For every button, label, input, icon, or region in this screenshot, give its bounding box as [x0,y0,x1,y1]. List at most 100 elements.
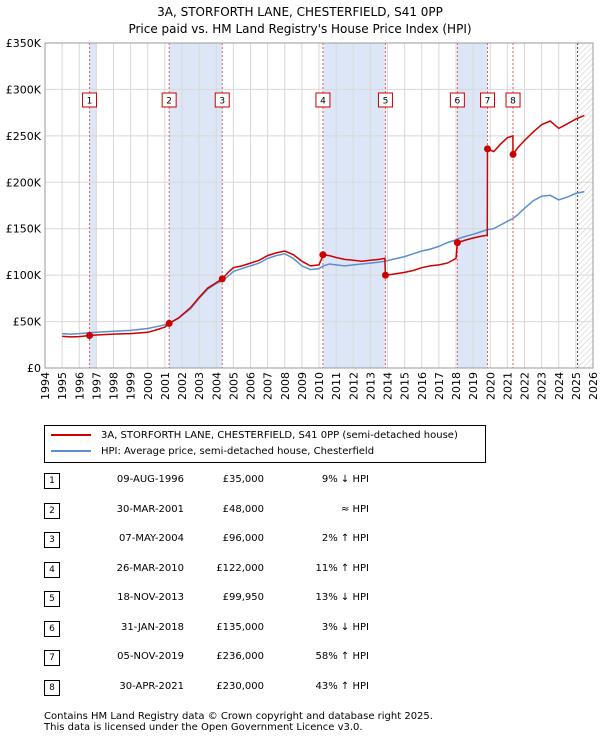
sale-label-text: 7 [485,97,491,107]
x-tick-label: 2008 [279,372,292,400]
sale-number: 6 [44,620,60,637]
x-tick-label: 1995 [56,372,69,400]
x-tick-label: 2002 [176,372,189,400]
sale-hpi-comparison: 43% ↑ HPI [315,680,369,692]
x-tick-label: 1996 [73,372,86,400]
x-tick-label: 2017 [433,372,446,400]
sale-point [509,150,517,158]
sale-price: £35,000 [222,474,264,485]
sale-label-box [161,92,177,108]
x-tick-label: 1998 [108,372,121,400]
sale-label-text: 1 [87,97,93,107]
sale-price: £96,000 [222,533,264,544]
y-tick-label: £200K [6,176,42,189]
price-chart: 1 2 3 4 5 6 7 8 £0 £50K £100K £150K £200K £250K £300K £… [6,37,600,400]
sale-label-box [214,92,230,108]
y-tick-label: £350K [6,37,42,50]
sale-number: 4 [44,561,60,578]
legend: 3A, STORFORTH LANE, CHESTERFIELD, S41 0P… [44,425,486,463]
sale-label-text: 3 [219,97,225,107]
x-tick-label: 2001 [159,372,172,400]
sale-point [319,251,327,259]
sale-price: £99,950 [222,592,264,603]
sale-date: 09-AUG-1996 [116,474,184,485]
footer: Contains HM Land Registry data © Crown c… [44,711,433,733]
y-tick-label: £150K [6,223,42,236]
sale-hpi-comparison: 9% ↓ HPI [321,474,369,485]
footer-line-2: This data is licensed under the Open Gov… [44,722,363,733]
sale-point [484,145,492,153]
sale-label-box [480,92,496,108]
ownership-band [323,43,386,368]
sale-label-text: 8 [510,97,516,107]
x-tick-label: 2012 [347,372,360,400]
sale-row: 2 30-MAR-2001 £48,000 ≈ HPI [44,500,484,520]
legend-label-hpi: HPI: Average price, semi-detached house,… [101,446,375,457]
ownership-band [457,43,488,368]
legend-item-hpi: HPI: Average price, semi-detached house,… [51,444,374,460]
sale-label-text: 2 [166,97,172,107]
legend-swatch-property [51,434,91,436]
sale-hpi-comparison: 13% ↓ HPI [315,592,369,603]
sale-date: 30-MAR-2001 [116,503,184,515]
sale-point [453,239,461,247]
x-tick-label: 1997 [90,372,103,400]
chart-title-main: 3A, STORFORTH LANE, CHESTERFIELD, S41 0P… [157,5,443,19]
x-tick-label: 2026 [587,372,600,400]
sale-point [218,275,226,283]
sale-price: £48,000 [222,503,264,515]
sale-label-text: 6 [455,97,461,107]
sale-hpi-comparison: 2% ↑ HPI [321,533,369,544]
y-tick-label: £50K [13,316,42,329]
sale-label-box [377,92,393,108]
sale-date: 05-NOV-2019 [117,651,184,662]
x-tick-label: 2023 [536,372,549,400]
x-tick-label: 2025 [570,372,583,400]
sale-point [381,271,389,279]
sale-number: 8 [44,679,60,696]
x-tick-label: 2006 [245,372,258,400]
legend-swatch-hpi [51,450,91,452]
x-tick-label: 2011 [330,372,343,400]
chart-subtitle: Price paid vs. HM Land Registry's House … [128,22,472,36]
footer-line-1: Contains HM Land Registry data © Crown c… [44,711,433,722]
x-tick-label: 2004 [210,372,223,400]
legend-label-property: 3A, STORFORTH LANE, CHESTERFIELD, S41 0P… [101,430,458,441]
sale-number: 7 [44,650,60,666]
y-tick-label: £300K [6,83,42,96]
sale-row: 5 18-NOV-2013 £99,950 13% ↓ HPI [44,588,484,608]
x-tick-label: 2007 [262,372,275,400]
sale-label-box [505,92,521,108]
sale-row: 1 09-AUG-1996 £35,000 9% ↓ HPI [44,470,484,490]
x-tick-label: 2014 [382,372,395,400]
sale-label-text: 4 [320,97,326,107]
sale-row: 6 31-JAN-2018 £135,000 3% ↓ HPI [44,618,484,638]
sale-point [165,319,173,327]
x-tick-label: 2003 [193,372,206,400]
ownership-band [169,43,223,368]
x-tick-label: 2009 [296,372,309,400]
sale-date: 30-APR-2021 [119,680,184,692]
x-tick-label: 2018 [450,372,463,400]
sale-number: 2 [44,502,60,519]
x-tick-label: 2015 [399,372,412,400]
sale-hpi-comparison: 58% ↑ HPI [315,651,369,662]
sale-price: £135,000 [216,621,264,633]
x-tick-label: 2010 [313,372,326,400]
sale-row: 8 30-APR-2021 £230,000 43% ↑ HPI [44,677,484,697]
plot-frame [44,42,594,369]
x-tick-label: 2000 [142,372,155,400]
sale-label-box [449,92,465,108]
x-tick-label: 1999 [125,372,138,400]
y-tick-label: £100K [6,269,42,282]
x-tick-label: 2005 [227,372,240,400]
x-tick-label: 2024 [553,372,566,400]
sale-hpi-comparison: ≈ HPI [340,503,369,515]
sale-date: 18-NOV-2013 [117,592,184,603]
x-tick-label: 2020 [484,372,497,400]
forecast-hatch [577,43,593,368]
sale-number: 1 [44,473,60,489]
sale-row: 7 05-NOV-2019 £236,000 58% ↑ HPI [44,647,484,667]
sale-number: 5 [44,591,60,607]
sale-label-box [82,92,98,108]
